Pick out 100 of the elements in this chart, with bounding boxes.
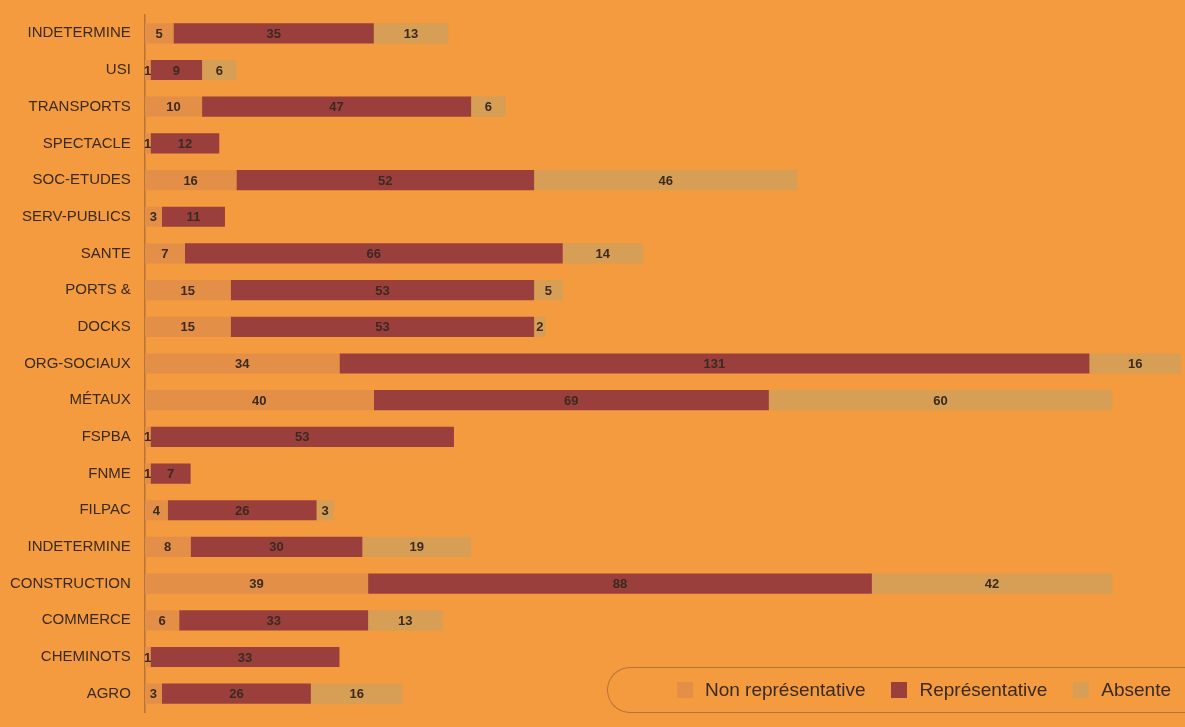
y-tick-label: USI [105,60,131,78]
data-label: 35 [266,25,281,41]
bar [362,536,472,558]
bar [144,316,231,337]
bar [144,243,185,264]
y-tick-label: SERV-PUBLICS [21,206,131,224]
data-label: 16 [183,172,198,188]
y-tick-label: SPECTACLE [42,133,131,151]
data-label: 66 [366,246,382,262]
data-label: 46 [658,172,674,188]
bar [339,353,1090,374]
data-label: 6 [215,62,223,78]
bar [871,573,1113,594]
data-label: 12 [177,135,193,151]
bar [230,316,535,337]
data-label: 19 [409,539,424,555]
data-label: 26 [229,686,244,702]
data-label: 13 [403,25,419,41]
legend-label: Absente [1101,679,1171,701]
data-label: 60 [933,392,948,408]
bar [310,683,403,704]
data-label: 131 [703,356,726,372]
bar [150,463,191,484]
data-label: 7 [166,466,175,482]
data-label: 1 [144,62,152,78]
data-label: 53 [375,282,390,298]
data-label: 6 [158,612,166,628]
bar [162,206,225,227]
data-label: 16 [349,686,364,702]
data-label: 9 [172,62,180,78]
bar [368,573,872,594]
bar [373,390,769,411]
bar [167,500,317,521]
data-label: 8 [164,539,172,555]
y-tick-label: SOC-ETUDES [32,170,131,188]
bar [1089,353,1181,374]
data-label: 34 [234,356,251,372]
data-label: 1 [144,429,152,445]
data-label: 3 [149,209,158,225]
data-label: 15 [180,282,195,298]
data-label: 13 [398,612,413,628]
bar [236,169,535,191]
data-label: 3 [149,686,158,702]
bar [144,610,180,631]
y-tick-label: MÉTAUX [69,390,131,408]
data-label: 53 [375,319,390,335]
legend-label: Représentative [919,679,1048,701]
bar [150,59,203,81]
data-label: 26 [234,502,250,518]
bar [150,426,454,447]
data-label: 10 [166,99,181,115]
bar [190,536,363,558]
data-label: 1 [144,135,152,151]
legend-label: Non représentative [704,679,866,701]
bar [144,573,369,594]
data-label: 53 [295,429,310,445]
y-tick-label: INDETERMINE [27,23,131,41]
bar [144,353,340,374]
y-tick-label: FNME [88,463,131,481]
bar [534,280,563,301]
bar [150,646,340,668]
data-label: 1 [144,466,152,482]
y-tick-label: SANTE [80,243,131,261]
y-tick-label: PORTS & [65,280,131,298]
bar [144,96,203,117]
data-label: 2 [536,319,544,335]
data-label: 15 [180,319,195,335]
data-label: 33 [266,612,281,628]
bar [144,500,168,521]
bar [534,169,798,191]
bar [562,243,643,264]
bar [768,390,1113,411]
bar [144,390,374,411]
data-label: 39 [249,576,264,592]
data-label: 33 [237,649,253,665]
data-label: 6 [484,99,492,115]
data-label: 4 [152,502,161,518]
bar [368,610,443,631]
bar [184,243,563,264]
data-label: 7 [161,246,169,262]
y-tick-label: AGRO [86,683,131,701]
y-tick-label: CONSTRUCTION [10,573,131,591]
bar [173,23,374,44]
data-label: 16 [1127,356,1143,372]
y-tick-label: DOCKS [77,316,131,334]
data-label: 40 [252,392,267,408]
data-label: 52 [378,172,393,188]
data-label: 3 [321,502,329,518]
bar [202,96,472,117]
bar [373,23,449,44]
bar [202,59,237,81]
bar [471,96,506,117]
y-tick-label: FSPBA [81,427,131,445]
y-tick-label: INDETERMINE [27,537,131,555]
data-label: 5 [544,282,553,298]
data-label: 47 [329,99,344,115]
y-tick-label: COMMERCE [41,610,131,628]
bar [179,610,369,631]
data-label: 88 [612,576,628,592]
bar [230,280,535,301]
